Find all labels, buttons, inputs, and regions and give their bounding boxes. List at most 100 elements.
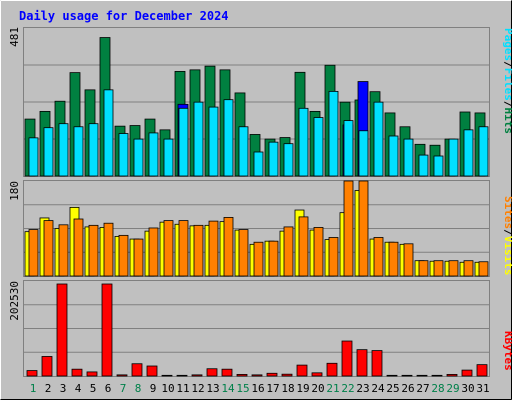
- bar-files: [268, 141, 279, 177]
- bar-visits: [268, 240, 279, 277]
- bar-files: [88, 123, 99, 177]
- x-tick-label: 21: [326, 382, 339, 395]
- bar-visits: [193, 224, 204, 277]
- bar-kbytes: [386, 374, 398, 377]
- panel-hits: 481 Pages/Files/Hits: [8, 27, 512, 177]
- x-tick-label: 20: [311, 382, 324, 395]
- bar-files: [28, 137, 39, 177]
- bar-kbytes: [326, 362, 338, 377]
- bar-kbytes: [191, 374, 203, 377]
- x-tick-label: 24: [371, 382, 385, 395]
- x-tick-label: 28: [431, 382, 444, 395]
- bar-kbytes: [341, 340, 353, 377]
- bar-kbytes: [146, 365, 158, 377]
- bar-visits: [208, 220, 219, 277]
- x-tick-label: 5: [90, 382, 97, 395]
- bar-files: [103, 89, 114, 177]
- bar-visits: [313, 227, 324, 277]
- bar-kbytes: [461, 369, 473, 377]
- bar-kbytes: [206, 368, 218, 377]
- x-tick-label: 3: [60, 382, 67, 395]
- x-tick-label: 11: [176, 382, 189, 395]
- x-tick-label: 30: [461, 382, 474, 395]
- bar-files: [403, 138, 414, 177]
- bar-files: [448, 138, 459, 177]
- bar-visits: [418, 260, 429, 277]
- bar-files: [463, 129, 474, 177]
- panel-kbytes-ymax: 202530: [8, 281, 21, 321]
- bar-kbytes: [416, 374, 428, 377]
- bar-files: [328, 90, 339, 177]
- x-tick-label: 4: [75, 382, 82, 395]
- bar-files: [358, 130, 369, 177]
- x-tick-label: 2: [45, 382, 52, 395]
- x-tick-label: 23: [356, 382, 369, 395]
- bar-visits: [58, 224, 69, 277]
- x-tick-label: 25: [386, 382, 399, 395]
- bar-kbytes: [371, 350, 383, 377]
- x-tick-label: 19: [296, 382, 309, 395]
- bar-kbytes: [236, 374, 248, 377]
- x-tick-label: 9: [150, 382, 157, 395]
- bar-kbytes: [311, 372, 323, 377]
- bar-visits: [133, 238, 144, 277]
- bar-files: [193, 101, 204, 177]
- bar-visits: [358, 180, 369, 277]
- legend-sites: Sites: [502, 196, 512, 229]
- panel-hits-legend: Pages/Files/Hits: [502, 28, 512, 134]
- bar-visits: [478, 261, 489, 277]
- x-tick-label: 12: [191, 382, 204, 395]
- bar-kbytes: [221, 368, 233, 377]
- bar-visits: [373, 237, 384, 277]
- bar-kbytes: [101, 283, 113, 377]
- x-tick-label: 8: [135, 382, 142, 395]
- bar-kbytes: [476, 364, 488, 377]
- bar-visits: [118, 234, 129, 277]
- bar-visits: [103, 222, 114, 277]
- bar-files: [58, 123, 69, 177]
- bar-visits: [403, 243, 414, 277]
- x-tick-label: 10: [161, 382, 174, 395]
- panel-visits-ymax: 180: [8, 181, 21, 201]
- x-tick-label: 29: [446, 382, 459, 395]
- bar-files: [283, 143, 294, 177]
- bar-kbytes: [26, 370, 38, 377]
- bar-files: [253, 151, 264, 177]
- x-tick-label: 26: [401, 382, 414, 395]
- bar-visits: [253, 241, 264, 277]
- bar-files: [388, 135, 399, 177]
- legend-files: Files: [502, 68, 512, 101]
- bar-files: [238, 126, 249, 177]
- bar-files: [343, 120, 354, 177]
- panel-visits: 180 Sites/Visits: [8, 180, 512, 277]
- bar-files: [163, 138, 174, 177]
- bar-files: [313, 117, 324, 177]
- legend-sep-2: /: [502, 101, 512, 108]
- legend-sep-1: /: [502, 61, 512, 68]
- x-tick-label: 13: [206, 382, 219, 395]
- x-tick-label: 27: [416, 382, 429, 395]
- x-tick-label: 6: [105, 382, 112, 395]
- bar-visits: [433, 260, 444, 277]
- bar-visits: [43, 220, 54, 277]
- panel-kbytes: 202530 KBytes: [8, 280, 512, 377]
- bar-kbytes: [266, 372, 278, 377]
- bar-files: [118, 133, 129, 177]
- bar-kbytes: [281, 373, 293, 377]
- bar-visits: [223, 217, 234, 277]
- bar-files: [178, 107, 189, 177]
- bar-files: [133, 138, 144, 177]
- bar-visits: [448, 260, 459, 277]
- bar-visits: [388, 241, 399, 277]
- bar-files: [43, 127, 54, 177]
- bar-kbytes: [86, 371, 98, 377]
- x-tick-label: 22: [341, 382, 354, 395]
- x-axis-labels: 1 2 3 4 5 6 7 8 9 10 11 12 13 14 15 16 17 18 19 20 21 22 23 24 2…: [30, 382, 490, 395]
- x-tick-label: 18: [281, 382, 294, 395]
- x-tick-label: 7: [120, 382, 127, 395]
- bar-visits: [178, 220, 189, 277]
- bar-kbytes: [176, 374, 188, 377]
- bar-visits: [238, 229, 249, 277]
- x-tick-label: 15: [236, 382, 249, 395]
